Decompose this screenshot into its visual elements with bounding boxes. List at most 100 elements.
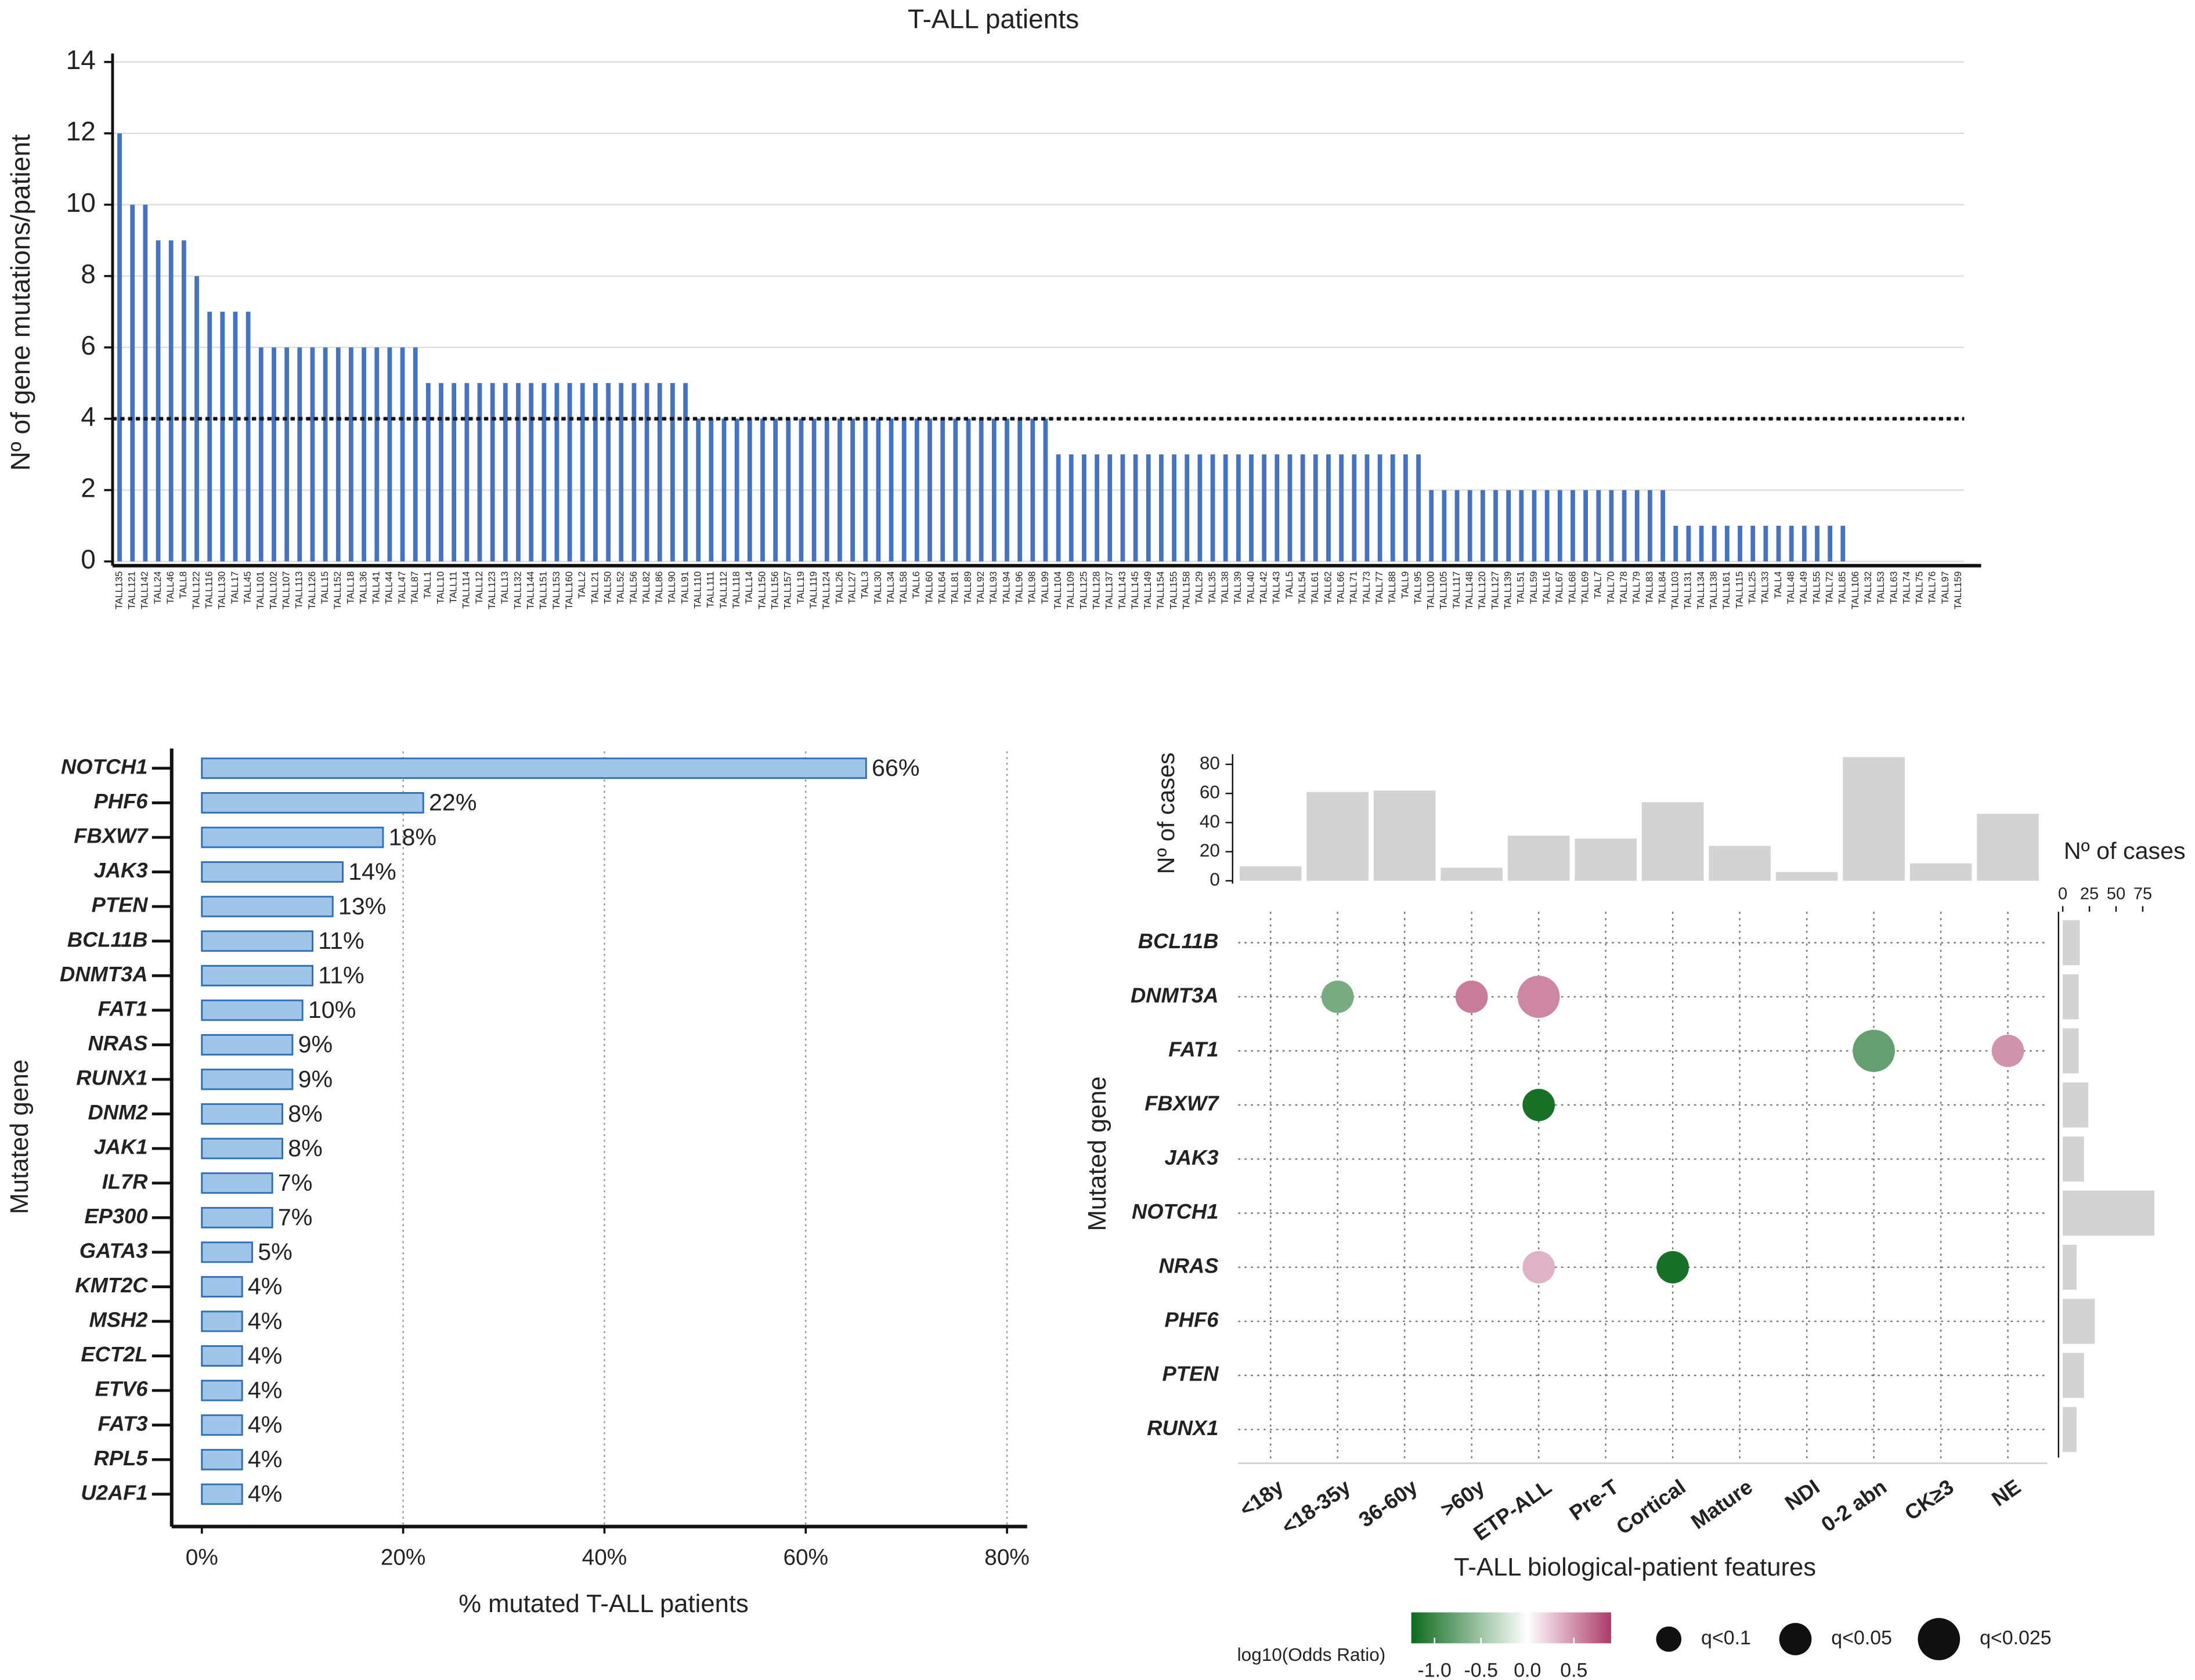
x-tick-label: TALL115 bbox=[1734, 571, 1745, 608]
x-tick-label: TALL9 bbox=[1400, 571, 1410, 598]
x-tick-label: 75 bbox=[2133, 885, 2152, 904]
value-label: 7% bbox=[278, 1169, 313, 1196]
bar bbox=[1843, 757, 1905, 881]
x-tick-label: TALL40 bbox=[1245, 571, 1256, 604]
bar bbox=[721, 418, 727, 562]
bar bbox=[1660, 490, 1665, 562]
bar bbox=[1673, 526, 1678, 562]
bar bbox=[1017, 418, 1023, 562]
bar bbox=[349, 347, 353, 562]
x-tick-label: TALL7 bbox=[1593, 571, 1604, 598]
x-tick-label: TALL110 bbox=[693, 571, 703, 608]
x-tick-label: TALL114 bbox=[461, 571, 472, 608]
x-tick-label: TALL53 bbox=[1876, 571, 1886, 604]
bar bbox=[2063, 1299, 2095, 1344]
y-tick-label: DNMT3A bbox=[1131, 983, 1218, 1007]
x-tick-label: TALL70 bbox=[1606, 571, 1616, 604]
bubble bbox=[1853, 1029, 1895, 1072]
x-tick-label: TALL104 bbox=[1053, 571, 1063, 609]
bar bbox=[201, 1310, 243, 1332]
x-tick-label: TALL51 bbox=[1516, 571, 1526, 604]
x-tick-label: >60y bbox=[1436, 1475, 1489, 1522]
bar bbox=[194, 276, 199, 562]
bar bbox=[1030, 418, 1035, 562]
y-tick-label: DNM2 bbox=[88, 1100, 148, 1124]
bar bbox=[413, 347, 418, 562]
bar bbox=[1648, 490, 1652, 562]
y-tick-label: FAT1 bbox=[1168, 1037, 1218, 1061]
bar bbox=[201, 1414, 243, 1436]
x-tick-label: TALL105 bbox=[1439, 571, 1449, 609]
bar bbox=[516, 383, 521, 562]
size-legend-marker bbox=[1656, 1626, 1682, 1652]
bar bbox=[593, 383, 598, 562]
y-tick-label: FAT3 bbox=[98, 1411, 147, 1435]
bar bbox=[233, 312, 238, 562]
x-tick-label: TALL102 bbox=[268, 571, 279, 609]
bar bbox=[201, 1379, 243, 1401]
y-tick-label: 80 bbox=[1200, 752, 1220, 773]
bar bbox=[1789, 526, 1794, 562]
colorbar bbox=[1411, 1612, 1611, 1643]
bar bbox=[201, 895, 334, 917]
bar bbox=[1802, 526, 1807, 562]
x-axis-label: T-ALL biological-patient features bbox=[1454, 1553, 1816, 1581]
y-tick-label: JAK3 bbox=[94, 858, 148, 882]
x-tick-label: 25 bbox=[2080, 885, 2099, 904]
bar bbox=[1172, 454, 1176, 562]
bar bbox=[1909, 863, 1972, 881]
bar bbox=[323, 347, 328, 562]
y-tick-label: NOTCH1 bbox=[61, 754, 147, 778]
bar bbox=[1507, 836, 1570, 881]
bar bbox=[1306, 792, 1369, 881]
x-tick-label: <18y bbox=[1235, 1475, 1288, 1522]
bar bbox=[554, 383, 559, 562]
x-tick-label: TALL14 bbox=[744, 571, 754, 604]
bar bbox=[1575, 839, 1637, 881]
bar bbox=[1133, 454, 1138, 562]
x-tick-label: 60% bbox=[783, 1545, 828, 1570]
y-tick-label: 12 bbox=[66, 116, 96, 146]
bar bbox=[889, 418, 894, 562]
bar bbox=[246, 312, 251, 562]
x-tick-label: TALL106 bbox=[1850, 571, 1861, 609]
bar bbox=[953, 418, 958, 562]
bar bbox=[670, 383, 675, 562]
y-tick-label: 2 bbox=[81, 473, 96, 503]
x-tick-label: TALL62 bbox=[1323, 571, 1333, 604]
x-tick-label: TALL6 bbox=[911, 571, 922, 598]
x-tick-label: TALL155 bbox=[1168, 571, 1179, 609]
x-tick-label: TALL27 bbox=[847, 571, 857, 604]
y-tick-label: FBXW7 bbox=[74, 824, 149, 848]
x-tick-label: TALL154 bbox=[1156, 571, 1166, 609]
x-tick-label: NE bbox=[1987, 1475, 2025, 1511]
x-tick-label: TALL72 bbox=[1824, 571, 1835, 604]
y-tick-label: MSH2 bbox=[89, 1308, 148, 1332]
bar bbox=[168, 240, 174, 562]
x-tick-label: TALL158 bbox=[1182, 571, 1192, 609]
x-tick-label: TALL69 bbox=[1580, 571, 1590, 604]
bar bbox=[1352, 454, 1357, 562]
bar bbox=[1622, 490, 1627, 562]
x-tick-label: TALL49 bbox=[1799, 571, 1809, 604]
bar bbox=[201, 1483, 243, 1505]
x-tick-label: TALL135 bbox=[114, 571, 124, 609]
x-tick-label: TALL54 bbox=[1297, 571, 1308, 604]
colorbar-tick-label: -1.0 bbox=[1417, 1659, 1451, 1680]
bar bbox=[143, 204, 148, 562]
bar bbox=[297, 347, 302, 562]
bar bbox=[425, 383, 431, 562]
bar bbox=[927, 418, 932, 562]
x-tick-label: TALL71 bbox=[1349, 571, 1359, 604]
x-tick-label: 0 bbox=[2058, 885, 2067, 904]
x-tick-label: TALL47 bbox=[397, 571, 407, 604]
x-tick-label: TALL103 bbox=[1670, 571, 1681, 609]
x-tick-label: TALL83 bbox=[1644, 571, 1655, 604]
bar bbox=[201, 964, 314, 987]
bar bbox=[362, 347, 366, 562]
x-tick-label: TALL13 bbox=[500, 571, 510, 604]
x-tick-label: TALL123 bbox=[487, 571, 497, 609]
x-tick-label: 0% bbox=[186, 1545, 218, 1570]
bar bbox=[207, 312, 212, 562]
x-tick-label: TALL100 bbox=[1426, 571, 1436, 609]
